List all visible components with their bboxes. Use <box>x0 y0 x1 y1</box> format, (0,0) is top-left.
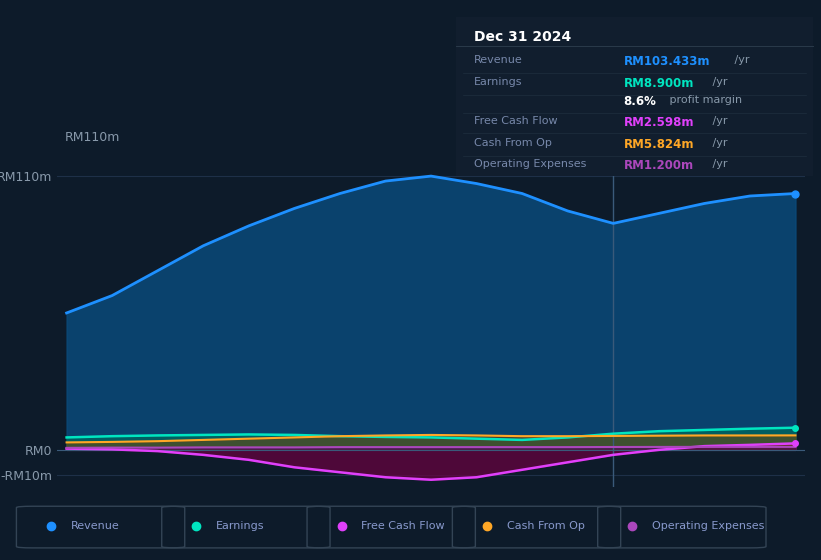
Text: Dec 31 2024: Dec 31 2024 <box>474 30 571 44</box>
Text: Revenue: Revenue <box>71 521 119 531</box>
Text: /yr: /yr <box>731 55 749 65</box>
Text: RM1.200m: RM1.200m <box>623 159 694 172</box>
Text: 8.6%: 8.6% <box>623 95 656 108</box>
Text: /yr: /yr <box>709 159 727 169</box>
Text: RM2.598m: RM2.598m <box>623 116 694 129</box>
Text: /yr: /yr <box>709 138 727 148</box>
Text: Earnings: Earnings <box>474 77 522 87</box>
Text: RM5.824m: RM5.824m <box>623 138 694 151</box>
Text: Cash From Op: Cash From Op <box>474 138 552 148</box>
Text: Operating Expenses: Operating Expenses <box>652 521 764 531</box>
Text: /yr: /yr <box>709 116 727 126</box>
Text: RM110m: RM110m <box>65 132 121 144</box>
Text: Operating Expenses: Operating Expenses <box>474 159 586 169</box>
Text: Revenue: Revenue <box>474 55 522 65</box>
Text: RM103.433m: RM103.433m <box>623 55 710 68</box>
Text: Cash From Op: Cash From Op <box>507 521 585 531</box>
Text: Free Cash Flow: Free Cash Flow <box>361 521 445 531</box>
Text: Free Cash Flow: Free Cash Flow <box>474 116 557 126</box>
Text: Earnings: Earnings <box>216 521 264 531</box>
Text: RM8.900m: RM8.900m <box>623 77 694 91</box>
Text: /yr: /yr <box>709 77 727 87</box>
Text: profit margin: profit margin <box>667 95 742 105</box>
